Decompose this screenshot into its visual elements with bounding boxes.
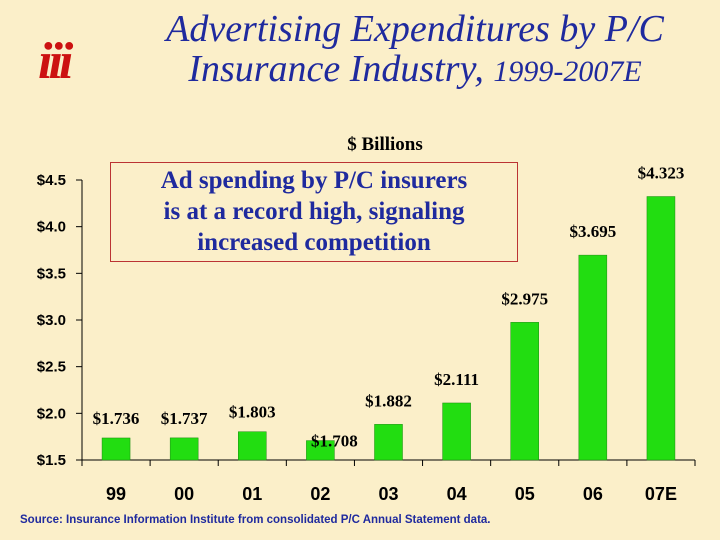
iii-logo: iii	[38, 33, 73, 90]
bar	[646, 196, 676, 461]
y-tick-label: $1.5	[37, 452, 66, 469]
y-tick-label: $3.5	[37, 265, 66, 282]
y-tick-label: $4.5	[37, 172, 66, 189]
y-tick-label: $4.0	[37, 219, 66, 236]
bar	[238, 431, 267, 461]
callout-line-2: is at a record high, signaling	[163, 198, 465, 225]
x-tick-label: 02	[310, 484, 330, 504]
bar	[510, 322, 539, 461]
callout-box: Ad spending by P/C insurers is at a reco…	[110, 162, 518, 262]
bar	[578, 254, 608, 461]
x-tick-label: 05	[515, 484, 535, 504]
callout-line-1: Ad spending by P/C insurers	[160, 167, 468, 194]
x-tick-label: 06	[583, 484, 603, 504]
x-tick-label: 03	[378, 484, 398, 504]
y-unit-label: $ Billions	[347, 134, 423, 155]
data-label: $3.695	[569, 222, 616, 241]
bar	[442, 402, 471, 461]
bar	[101, 437, 131, 461]
x-tick-label: 07E	[645, 484, 677, 504]
y-tick-label: $2.0	[37, 405, 66, 422]
chart-title: Advertising Expenditures by P/C Insuranc…	[110, 8, 720, 90]
data-label: $4.323	[638, 164, 685, 183]
title-years: 1999-2007E	[493, 54, 642, 88]
data-label: $2.975	[501, 289, 548, 308]
x-tick-label: 00	[174, 484, 194, 504]
bar	[169, 437, 199, 461]
title-line-2-text: Insurance Industry,	[188, 47, 484, 90]
data-label: $1.882	[365, 391, 412, 410]
data-label: $1.737	[161, 409, 208, 428]
data-label: $1.803	[229, 403, 276, 422]
data-label: $1.708	[311, 432, 358, 451]
y-tick-label: $2.5	[37, 359, 66, 376]
source-note: Source: Insurance Information Institute …	[20, 514, 491, 526]
y-tick-label: $3.0	[37, 312, 66, 329]
x-tick-label: 99	[106, 484, 126, 504]
title-line-1: Advertising Expenditures by P/C	[166, 8, 664, 50]
title-line-2: Insurance Industry, 1999-2007E	[110, 47, 720, 90]
x-tick-label: 04	[447, 484, 467, 504]
bar	[306, 440, 335, 461]
callout-line-3: increased competition	[197, 229, 431, 256]
data-label: $1.736	[93, 409, 140, 428]
bar	[374, 424, 403, 461]
x-tick-label: 01	[242, 484, 262, 504]
data-label: $2.111	[434, 370, 479, 389]
